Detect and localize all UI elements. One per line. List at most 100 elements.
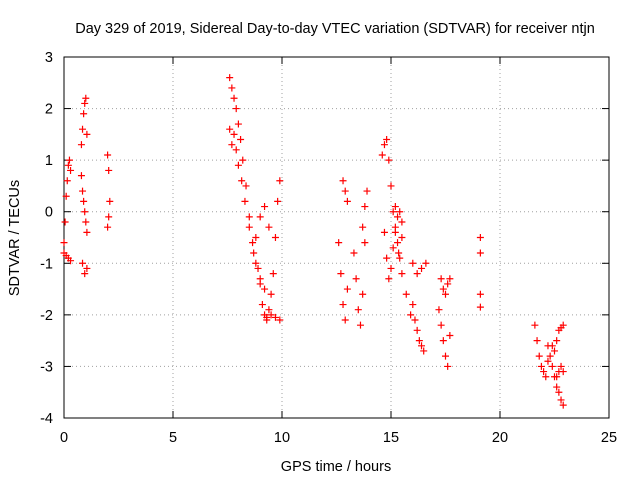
data-point (422, 259, 430, 267)
data-point (553, 373, 561, 381)
data-point (407, 311, 415, 319)
data-point (341, 187, 349, 195)
data-point (535, 352, 543, 360)
data-point (446, 275, 454, 283)
data-point (60, 239, 68, 247)
data-point (383, 254, 391, 262)
series-arc-14 (350, 239, 369, 329)
data-point (542, 373, 550, 381)
data-point (391, 203, 399, 211)
data-point (439, 337, 447, 345)
data-point (557, 362, 565, 370)
data-point (77, 172, 85, 180)
chart-title: Day 329 of 2019, Sidereal Day-to-day VTE… (75, 21, 595, 37)
series-arc-20 (409, 259, 430, 278)
data-point (81, 270, 89, 278)
x-tick-label: 10 (274, 430, 290, 446)
data-point (105, 166, 113, 174)
series-arc-15 (359, 187, 371, 231)
data-point (385, 275, 393, 283)
series-arc-23 (476, 234, 484, 311)
data-point (544, 357, 552, 365)
data-point (387, 182, 395, 190)
data-point (363, 187, 371, 195)
data-point (385, 156, 393, 164)
data-point (232, 105, 240, 113)
data-point (232, 146, 240, 154)
data-point (245, 213, 253, 221)
x-tick-label: 25 (601, 430, 617, 446)
data-point (437, 321, 445, 329)
data-point (341, 316, 349, 324)
data-point (476, 303, 484, 311)
data-point (62, 192, 70, 200)
data-point (380, 141, 388, 149)
x-axis: 0 5 10 15 20 25 (60, 57, 617, 446)
y-tick-label: -3 (40, 359, 53, 375)
data-point (398, 234, 406, 241)
data-point (81, 99, 89, 107)
series-arc-26 (548, 321, 567, 355)
data-point (378, 151, 386, 159)
series-arc-25 (544, 342, 567, 409)
series-arc-18 (391, 203, 406, 226)
data-point (413, 270, 421, 278)
x-tick-label: 15 (383, 430, 399, 446)
data-point (533, 337, 541, 345)
x-tick-label: 5 (169, 430, 177, 446)
y-axis: -4 -3 -2 -1 0 1 2 3 (40, 50, 609, 427)
data-point (104, 151, 112, 159)
series-arc-11 (252, 203, 273, 241)
data-point (256, 280, 264, 288)
data-point (271, 313, 279, 321)
data-point (557, 396, 565, 404)
y-tick-label: 2 (45, 102, 53, 118)
data-point (402, 290, 410, 298)
data-point (261, 203, 269, 211)
series-arc-3 (77, 94, 91, 149)
data-point (409, 301, 417, 309)
data-point (394, 213, 402, 221)
data-point (380, 228, 388, 236)
data-point (343, 197, 351, 205)
data-point (65, 156, 73, 164)
data-point (442, 352, 449, 360)
data-point (239, 156, 247, 164)
data-point (439, 285, 447, 293)
data-point (444, 362, 452, 370)
data-point (395, 249, 403, 257)
y-tick-label: 0 (45, 205, 53, 221)
data-point (83, 228, 91, 236)
data-point (67, 166, 75, 174)
data-point (343, 285, 351, 293)
data-point (234, 120, 242, 128)
data-point (409, 259, 417, 267)
data-point (359, 290, 367, 298)
data-point (226, 125, 234, 133)
data-point (335, 239, 343, 247)
data-point (77, 141, 85, 149)
data-point (83, 130, 91, 138)
data-point (80, 110, 88, 118)
y-tick-label: -2 (40, 308, 53, 324)
plot-frame (63, 56, 610, 419)
series-arc-7 (226, 74, 269, 293)
data-point (435, 306, 443, 314)
data-point (249, 239, 257, 247)
data-point (265, 223, 273, 231)
data-point (274, 197, 282, 205)
data-point (361, 239, 369, 247)
data-point (67, 257, 75, 265)
data-point (64, 161, 72, 169)
data-point (228, 84, 236, 92)
data-point (256, 213, 264, 221)
data-point (339, 177, 347, 185)
data-point (250, 249, 258, 257)
y-axis-label: SDTVAR / TECUs (7, 180, 23, 296)
y-tick-label: -1 (40, 256, 53, 272)
x-tick-label: 0 (60, 430, 68, 446)
data-point (411, 316, 419, 324)
grid (64, 57, 609, 418)
series-arc-21 (435, 306, 454, 370)
data-point (476, 290, 484, 298)
